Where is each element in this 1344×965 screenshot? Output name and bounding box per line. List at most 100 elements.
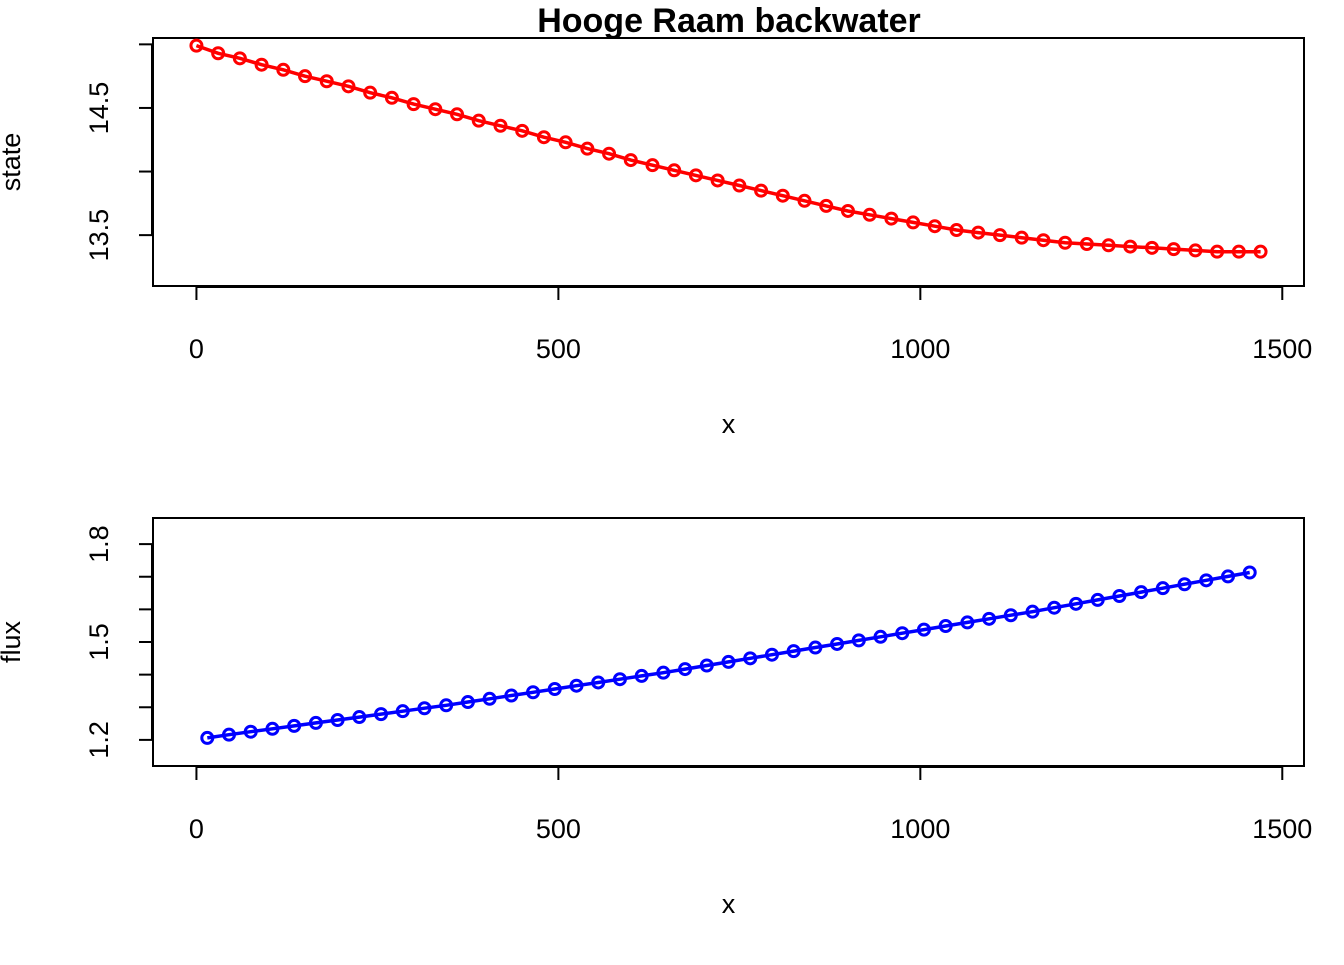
data-point <box>808 640 823 655</box>
data-point <box>949 223 964 238</box>
x-tick-label: 500 <box>536 334 581 364</box>
data-point <box>830 636 845 651</box>
data-point <box>1123 239 1138 254</box>
data-point <box>493 118 508 133</box>
y-axis-title: state <box>0 133 26 192</box>
data-point <box>395 704 410 719</box>
data-point <box>851 633 866 648</box>
data-point <box>1177 577 1192 592</box>
data-point <box>992 228 1007 243</box>
x-tick-label: 1500 <box>1252 814 1312 844</box>
data-point <box>699 658 714 673</box>
data-point <box>243 724 258 739</box>
data-point <box>471 113 486 128</box>
x-tick-label: 0 <box>189 814 204 844</box>
data-point <box>1210 244 1225 259</box>
x-axis-title: x <box>722 409 736 439</box>
data-point <box>797 193 812 208</box>
data-point <box>330 712 345 727</box>
data-point <box>1166 242 1181 257</box>
y-tick-label: 1.8 <box>84 525 114 563</box>
data-point <box>656 665 671 680</box>
data-point <box>1144 240 1159 255</box>
data-point <box>1231 244 1246 259</box>
data-point <box>1134 585 1149 600</box>
data-point <box>384 90 399 105</box>
series-line <box>195 43 1261 254</box>
data-point <box>667 163 682 178</box>
data-point <box>710 173 725 188</box>
data-point <box>1155 581 1170 596</box>
data-point <box>688 168 703 183</box>
data-point <box>634 668 649 683</box>
data-point <box>558 135 573 150</box>
data-point <box>428 102 443 117</box>
data-point <box>569 678 584 693</box>
plot-frame <box>152 517 1305 767</box>
data-point <box>938 619 953 634</box>
data-point <box>580 141 595 156</box>
data-point <box>1036 233 1051 248</box>
data-point <box>721 654 736 669</box>
data-point <box>1025 604 1040 619</box>
data-point <box>916 622 931 637</box>
data-point <box>200 730 215 745</box>
data-point <box>1014 230 1029 245</box>
data-point <box>363 85 378 100</box>
data-point <box>612 672 627 687</box>
data-point <box>786 644 801 659</box>
data-point <box>862 207 877 222</box>
data-point <box>1079 237 1094 252</box>
state-panel: 0 500 1000 1500 13.5 14.5 x state <box>0 37 1312 439</box>
data-point <box>884 211 899 226</box>
data-point <box>873 629 888 644</box>
data-point <box>406 97 421 112</box>
x-axis-title: x <box>722 889 736 919</box>
data-point <box>602 146 617 161</box>
data-point <box>819 198 834 213</box>
data-point <box>211 46 226 61</box>
x-tick-label: 0 <box>189 334 204 364</box>
data-point <box>1220 569 1235 584</box>
data-point <box>623 153 638 168</box>
data-point <box>1003 608 1018 623</box>
data-point <box>417 701 432 716</box>
chart-title: Hooge Raam backwater <box>537 2 921 40</box>
data-point <box>678 662 693 677</box>
data-point <box>547 681 562 696</box>
data-point <box>526 685 541 700</box>
data-point <box>1068 596 1083 611</box>
data-point <box>352 710 367 725</box>
data-point <box>374 707 389 722</box>
data-point <box>460 695 475 710</box>
data-point <box>308 715 323 730</box>
data-point <box>1242 565 1257 580</box>
data-point <box>971 225 986 240</box>
data-point <box>450 107 465 122</box>
data-point <box>504 688 519 703</box>
data-point <box>960 615 975 630</box>
series-line <box>207 570 1251 740</box>
data-point <box>439 698 454 713</box>
data-point <box>319 74 334 89</box>
data-point <box>775 188 790 203</box>
data-point <box>906 215 921 230</box>
data-point <box>1047 600 1062 615</box>
data-point <box>341 79 356 94</box>
y-tick-label: 13.5 <box>84 209 114 262</box>
data-point <box>276 62 291 77</box>
x-tick-label: 500 <box>536 814 581 844</box>
data-point <box>287 718 302 733</box>
data-point <box>895 626 910 641</box>
data-point <box>254 57 269 72</box>
data-point <box>1058 235 1073 250</box>
data-point <box>265 721 280 736</box>
y-tick-label: 1.2 <box>84 721 114 759</box>
data-point <box>927 219 942 234</box>
y-axis-title: flux <box>0 620 26 663</box>
data-point <box>1101 238 1116 253</box>
x-tick-label: 1500 <box>1252 334 1312 364</box>
y-tick-label: 14.5 <box>84 82 114 135</box>
